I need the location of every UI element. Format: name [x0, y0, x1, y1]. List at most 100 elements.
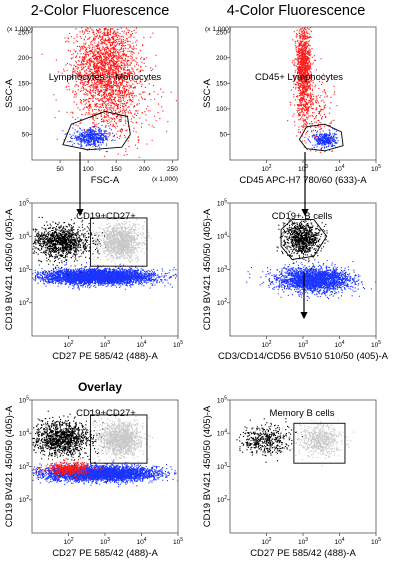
x-tick-label: 103: [298, 164, 308, 173]
series-gray: [79, 411, 153, 465]
x-axis-label: FSC-A: [91, 175, 120, 186]
y-tick-label: 105: [217, 198, 227, 207]
y-tick-label: 50: [220, 132, 228, 139]
y-axis-label: SSC-A: [4, 78, 15, 108]
series-red: [35, 457, 104, 480]
x-tick-label: 103: [100, 537, 110, 546]
series-blue: [32, 262, 178, 291]
y-tick-label: 103: [19, 462, 29, 471]
gate-label: CD19+ B cells: [272, 211, 333, 222]
y-tick-label: 105: [19, 198, 29, 207]
x-tick-label: 104: [136, 537, 146, 546]
series-black: [32, 410, 117, 466]
scatter-points: [41, 27, 177, 158]
gate-label: CD19+CD27+: [76, 211, 136, 222]
scatter-dots: [276, 210, 329, 270]
gate-outline: [89, 414, 148, 464]
panel-lineage-cd19: CD19+ B cells 102 103 104 105 102 103 104 105 CD3…: [202, 198, 389, 362]
series-blue: [307, 128, 339, 153]
y-tick-label: 150: [18, 81, 29, 88]
x-axis-label: CD3/CD14/CD56 BV510 510/50 (405)-A: [218, 351, 389, 362]
x-tick-label: 104: [136, 340, 146, 349]
x-ticks: 102 103 104 105: [261, 160, 381, 173]
y-tick-label: 100: [216, 106, 227, 113]
y-axis-label: CD19 BV421 450/50 (405)-A: [202, 405, 213, 527]
x-tick-label: 102: [261, 164, 271, 173]
plot-frame: [31, 26, 179, 161]
x-tick-label: 105: [371, 340, 381, 349]
y-tick-label: 104: [217, 232, 227, 241]
x-tick-label: 105: [173, 340, 183, 349]
y-axis-label: CD19 BV421 450/50 (405)-A: [4, 208, 15, 330]
x-multiplier-label: (x 1,000): [152, 176, 178, 183]
scatter-points: [246, 210, 376, 301]
y-tick-label: 102: [19, 298, 29, 307]
y-tick-label: 102: [217, 495, 227, 504]
scatter-dots: [62, 124, 116, 153]
y-multiplier-label: (x 1,000): [7, 26, 33, 33]
title-right: 4-Color Fluorescence: [227, 3, 366, 19]
y-ticks: 102 103 104 105: [217, 198, 230, 307]
x-tick-label: 104: [334, 164, 344, 173]
x-ticks: 102 103 104 105: [63, 533, 183, 546]
x-ticks: 102 103 104 105: [261, 336, 381, 349]
gate-outline: [89, 217, 148, 267]
y-tick-label: 102: [217, 298, 227, 307]
x-tick-label: 104: [334, 537, 344, 546]
x-axis-label: CD27 PE 585/42 (488)-A: [250, 548, 356, 559]
x-tick-label: 105: [371, 164, 381, 173]
x-axis-label: CD27 PE 585/42 (488)-A: [52, 548, 158, 559]
y-tick-label: 103: [217, 265, 227, 274]
series-gray: [83, 216, 152, 269]
series-red: [287, 27, 338, 153]
x-tick-label: 105: [173, 537, 183, 546]
gate-label: Lymphocytes + Monocytes: [49, 72, 162, 83]
x-tick-label: 100: [83, 166, 94, 173]
x-ticks: 50 100 150 200 250: [56, 160, 178, 173]
x-axis-label: CD27 PE 585/42 (488)-A: [52, 351, 158, 362]
gate-label: CD19+CD27+: [76, 408, 136, 419]
y-ticks: 50 100 150 200 250: [18, 29, 32, 139]
y-multiplier-label: (x 1,000): [205, 26, 231, 33]
scatter-dots: [83, 216, 152, 269]
scatter-dots: [32, 410, 117, 466]
gate-outline: [293, 422, 346, 464]
title-overlay: Overlay: [78, 380, 122, 394]
panel-memory-b: Memory B cells 102 103 104 105 102 103 104 105 CD…: [202, 395, 381, 559]
scatter-points: [287, 27, 339, 153]
series-red: [41, 27, 177, 158]
series-black: [236, 418, 303, 463]
y-tick-label: 50: [22, 132, 30, 139]
series-black: [276, 210, 329, 270]
scatter-points: [32, 410, 178, 488]
x-tick-label: 150: [111, 166, 122, 173]
x-tick-label: 50: [56, 166, 64, 173]
scatter-points: [32, 216, 178, 291]
y-ticks: 102 103 104 105: [217, 395, 230, 504]
x-tick-label: 104: [334, 340, 344, 349]
y-tick-label: 100: [18, 106, 29, 113]
x-tick-label: 102: [261, 340, 271, 349]
panel-cd27-cd19: CD19+CD27+ 102 103 104 105 102 103 104 105 CD27 P…: [4, 198, 183, 362]
x-tick-label: 103: [298, 340, 308, 349]
scatter-dots: [41, 27, 177, 158]
scatter-dots: [32, 262, 178, 291]
y-axis-label: CD19 BV421 450/50 (405)-A: [4, 405, 15, 527]
scatter-dots: [281, 414, 354, 467]
gate-label: CD45+ Lymphocytes: [255, 72, 343, 83]
x-ticks: 102 103 104 105: [261, 533, 381, 546]
scatter-dots: [35, 457, 104, 480]
x-tick-label: 250: [167, 166, 178, 173]
gate-arrows: [76, 152, 309, 320]
y-axis-label: SSC-A: [202, 78, 213, 108]
x-tick-label: 102: [261, 537, 271, 546]
series-black: [32, 216, 107, 276]
panel-fsc-ssc: Lymphocytes + Monocytes 50 100 150 200 250 50 1…: [4, 26, 179, 186]
y-ticks: 50 100 150 200 250: [216, 29, 230, 139]
gate-outline: [280, 219, 328, 260]
y-tick-label: 104: [19, 232, 29, 241]
series-blue: [62, 124, 116, 153]
y-tick-label: 103: [217, 462, 227, 471]
x-tick-label: 103: [100, 340, 110, 349]
y-tick-label: 250: [216, 29, 227, 36]
